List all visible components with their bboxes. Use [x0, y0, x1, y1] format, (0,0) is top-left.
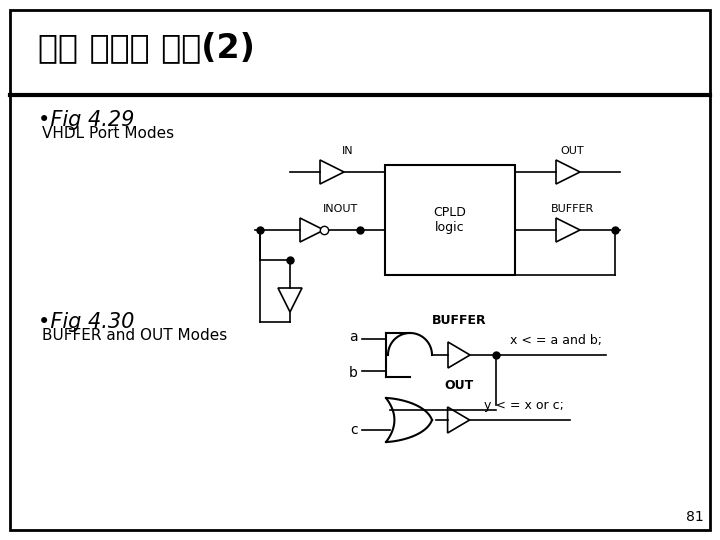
Text: OUT: OUT: [560, 146, 584, 156]
Text: IN: IN: [342, 146, 354, 156]
Text: •Fig 4.29: •Fig 4.29: [38, 110, 135, 130]
Text: CPLD: CPLD: [433, 206, 467, 219]
Text: y < = x or c;: y < = x or c;: [484, 399, 564, 412]
Text: BUFFER and OUT Modes: BUFFER and OUT Modes: [42, 328, 228, 343]
Text: BUFFER: BUFFER: [432, 314, 486, 327]
Text: 포트 모드의 형식(2): 포트 모드의 형식(2): [38, 31, 255, 64]
Text: •Fig 4.30: •Fig 4.30: [38, 312, 135, 332]
Text: x < = a and b;: x < = a and b;: [510, 334, 602, 347]
Text: OUT: OUT: [444, 379, 473, 392]
Text: INOUT: INOUT: [323, 204, 358, 214]
Text: a: a: [349, 330, 358, 344]
Text: b: b: [349, 366, 358, 380]
Text: 81: 81: [686, 510, 704, 524]
Text: VHDL Port Modes: VHDL Port Modes: [42, 126, 174, 141]
Bar: [385, 165, 515, 275]
Text: logic: logic: [435, 221, 465, 234]
Text: c: c: [351, 423, 358, 437]
Text: BUFFER: BUFFER: [550, 204, 593, 214]
